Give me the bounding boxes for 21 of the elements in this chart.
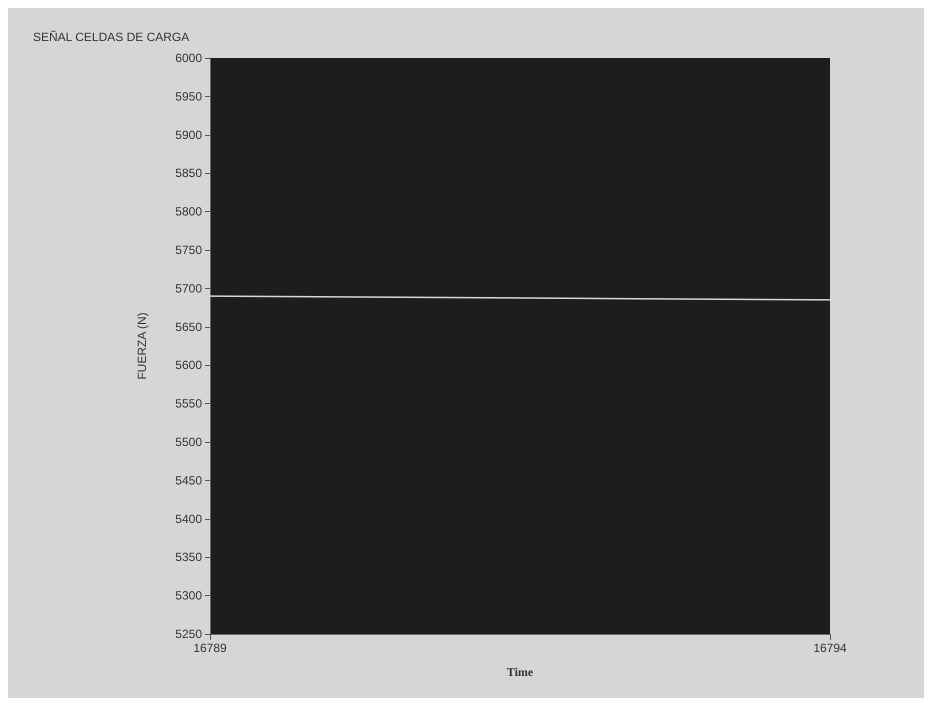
y-tick-label: 6000 [175,51,202,65]
y-tick-label: 5800 [175,204,202,219]
y-tick-label: 5500 [175,435,202,449]
y-axis-title: FUERZA (N) [135,312,149,380]
x-tick-label: 16789 [193,641,228,655]
y-tick-label: 5450 [175,473,202,488]
y-tick-label: 5900 [175,128,202,142]
y-tick-label: 5700 [175,281,202,296]
y-tick-label: 5550 [175,396,202,411]
y-tick-label: 5650 [175,320,202,334]
y-tick-label: 5400 [175,512,202,526]
y-tick-label: 5300 [175,588,202,603]
y-tick-label: 5750 [175,243,202,257]
x-tick-label: 16794 [813,641,848,655]
x-axis-title: Time [506,665,534,679]
y-tick-label: 5950 [175,89,202,104]
y-tick-label: 5350 [175,550,202,564]
y-tick-label: 5600 [175,358,202,372]
y-tick-label: 5250 [175,627,202,641]
text: SEÑAL CELDAS DE CARGA [33,30,190,44]
y-tick-label: 5850 [175,166,202,180]
